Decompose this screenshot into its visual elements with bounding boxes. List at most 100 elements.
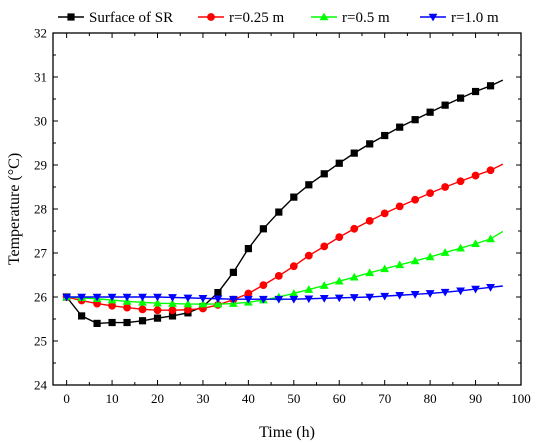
data-point bbox=[153, 314, 162, 322]
data-point bbox=[335, 233, 344, 242]
series-line bbox=[66, 163, 504, 311]
data-point bbox=[289, 289, 299, 297]
data-point bbox=[78, 312, 86, 320]
data-point bbox=[396, 123, 404, 131]
data-point bbox=[440, 288, 450, 297]
data-point bbox=[350, 224, 359, 233]
data-point bbox=[108, 301, 116, 310]
data-point bbox=[138, 305, 147, 314]
data-point bbox=[441, 101, 449, 109]
data-point bbox=[335, 159, 343, 167]
x-tick-label: 20 bbox=[151, 391, 164, 406]
data-point bbox=[183, 294, 193, 303]
data-point bbox=[258, 295, 268, 304]
data-point bbox=[305, 181, 313, 189]
data-point bbox=[349, 272, 359, 281]
data-point bbox=[274, 295, 284, 304]
data-point bbox=[365, 216, 374, 225]
plot-frame bbox=[52, 32, 522, 386]
data-point bbox=[138, 293, 147, 302]
data-point bbox=[425, 252, 435, 261]
data-point bbox=[456, 177, 465, 186]
data-point bbox=[184, 305, 192, 314]
data-point bbox=[471, 171, 480, 180]
data-point bbox=[410, 291, 420, 299]
data-point bbox=[213, 299, 223, 308]
legend-marker bbox=[67, 13, 75, 21]
y-tick-label: 30 bbox=[34, 114, 47, 129]
data-point bbox=[289, 295, 299, 304]
data-point bbox=[410, 256, 420, 265]
data-point bbox=[153, 293, 162, 302]
data-point bbox=[320, 170, 328, 178]
data-point bbox=[304, 295, 314, 304]
y-tick-label: 32 bbox=[34, 26, 47, 41]
data-point bbox=[138, 297, 147, 306]
data-point bbox=[198, 299, 208, 308]
data-point bbox=[153, 306, 162, 315]
data-point bbox=[425, 290, 435, 298]
data-point bbox=[243, 295, 253, 304]
data-point bbox=[274, 271, 283, 280]
data-point bbox=[122, 293, 132, 302]
data-point bbox=[259, 281, 268, 290]
legend-marker bbox=[207, 13, 215, 21]
legend-label: r=1.0 m bbox=[451, 10, 499, 26]
x-tick-label: 60 bbox=[333, 391, 346, 406]
data-point bbox=[168, 312, 177, 320]
data-point bbox=[395, 291, 405, 300]
data-point bbox=[441, 183, 450, 191]
data-point bbox=[411, 116, 419, 124]
data-point bbox=[92, 293, 102, 302]
data-point bbox=[456, 94, 465, 102]
data-point bbox=[244, 245, 252, 253]
y-tick-label: 29 bbox=[34, 158, 47, 173]
data-point bbox=[486, 82, 495, 90]
legend-marker bbox=[319, 12, 329, 21]
y-tick-label: 26 bbox=[34, 290, 48, 305]
data-point bbox=[395, 260, 405, 269]
legend-label: Surface of SR bbox=[89, 10, 173, 26]
data-point bbox=[365, 268, 375, 277]
data-point bbox=[486, 284, 495, 292]
series-line bbox=[66, 230, 504, 305]
data-point bbox=[334, 276, 344, 285]
series-r-1-0-m bbox=[62, 284, 503, 304]
data-point bbox=[123, 318, 131, 327]
x-tick-label: 50 bbox=[287, 391, 300, 406]
data-point bbox=[456, 243, 465, 252]
series-r-0-25-m bbox=[62, 163, 504, 315]
data-point bbox=[486, 234, 495, 243]
data-point bbox=[62, 293, 72, 302]
data-point bbox=[168, 294, 177, 302]
data-point bbox=[168, 306, 177, 315]
data-point bbox=[168, 299, 177, 307]
data-point bbox=[395, 202, 404, 211]
data-point bbox=[334, 294, 344, 303]
x-tick-label: 80 bbox=[424, 391, 437, 406]
data-point bbox=[77, 293, 87, 302]
data-point bbox=[289, 262, 298, 271]
x-tick-label: 30 bbox=[196, 391, 209, 406]
data-point bbox=[153, 298, 162, 307]
x-tick-label: 90 bbox=[469, 391, 482, 406]
data-point bbox=[366, 140, 374, 148]
data-point bbox=[290, 193, 298, 201]
y-tick-label: 28 bbox=[34, 202, 47, 217]
data-point bbox=[138, 317, 147, 325]
data-point bbox=[456, 287, 465, 296]
data-point bbox=[229, 268, 237, 276]
data-point bbox=[198, 295, 208, 303]
axes: 0 10 20 30 40 50 60 70 80 90 100 24 25 26 27 28 29 30 31 32 bbox=[34, 26, 531, 407]
series-line bbox=[66, 79, 504, 325]
data-point bbox=[350, 149, 358, 157]
legend: Surface of SR r=0.25 m r=0.5 m r=1.0 m bbox=[58, 10, 499, 26]
data-point bbox=[381, 131, 389, 140]
data-point bbox=[380, 292, 390, 301]
series-surface-of-sr bbox=[63, 79, 504, 327]
data-point bbox=[228, 295, 238, 304]
data-point bbox=[349, 294, 359, 302]
x-tick-label: 0 bbox=[63, 391, 70, 406]
legend-marker bbox=[428, 13, 438, 22]
series-layer bbox=[62, 79, 504, 327]
